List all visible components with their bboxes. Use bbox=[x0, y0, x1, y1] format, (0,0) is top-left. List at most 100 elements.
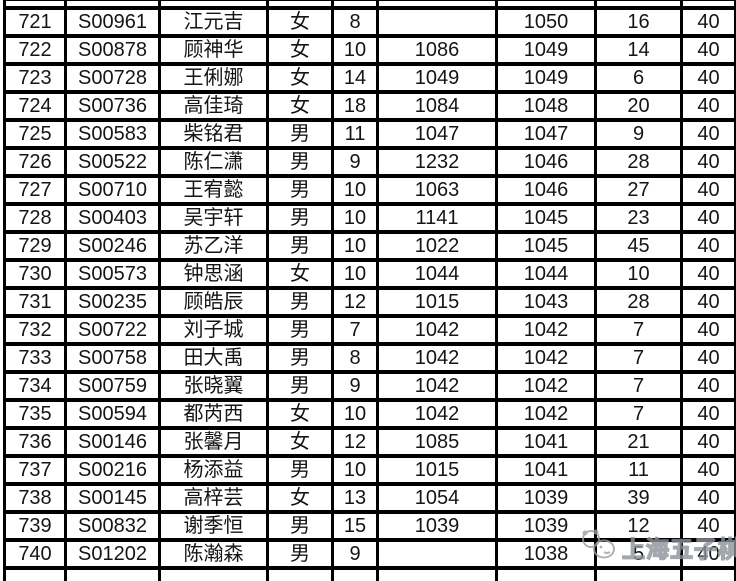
cell-gender: 男 bbox=[266, 174, 334, 206]
cell-rating-new: 1039 bbox=[495, 482, 597, 514]
table-row: 721 S00961 江元吉 女 8 1050 16 40 bbox=[3, 6, 736, 38]
cell-rating-new: 1049 bbox=[495, 34, 597, 66]
cell-rating-new: 1047 bbox=[495, 118, 597, 150]
cell-rank: 739 bbox=[3, 510, 67, 542]
cell-games-count: 9 bbox=[331, 538, 379, 570]
cell-rating-change: 23 bbox=[594, 202, 683, 234]
cell-games-count: 15 bbox=[331, 510, 379, 542]
cell-player-name: 田大禹 bbox=[158, 342, 269, 374]
cell-games-count: 10 bbox=[331, 258, 379, 290]
cell-player-id: S00246 bbox=[64, 230, 161, 262]
cell-rank: 740 bbox=[3, 538, 67, 570]
cell-k-value: 40 bbox=[680, 6, 736, 38]
cell-rating-new: 1046 bbox=[495, 174, 597, 206]
cell-player-id: S01202 bbox=[64, 538, 161, 570]
table-row: 739 S00832 谢季恒 男 15 1039 1039 12 40 bbox=[3, 510, 736, 542]
cell-k-value: 40 bbox=[680, 174, 736, 206]
cell-gender: 男 bbox=[266, 538, 334, 570]
cell-rating-old: 1042 bbox=[376, 370, 498, 402]
cell-rating-change: 7 bbox=[594, 314, 683, 346]
cell-rating-old: 1039 bbox=[376, 510, 498, 542]
cell-rating-change: 21 bbox=[594, 426, 683, 458]
cell-rating-old: 1015 bbox=[376, 454, 498, 486]
cell-games-count: 10 bbox=[331, 230, 379, 262]
cell-k-value: 40 bbox=[680, 202, 736, 234]
cell-rank: 731 bbox=[3, 286, 67, 318]
cell-player-name: 张晓翼 bbox=[158, 370, 269, 402]
cell-rating-old: 1015 bbox=[376, 286, 498, 318]
cell-rating-old: 1044 bbox=[376, 258, 498, 290]
cell-rank: 737 bbox=[3, 454, 67, 486]
cell-gender: 男 bbox=[266, 202, 334, 234]
cell-rating-new: 1050 bbox=[495, 6, 597, 38]
cell-rating-old: 1042 bbox=[376, 314, 498, 346]
cell-k-value: 40 bbox=[680, 426, 736, 458]
cell-rating-new: 1039 bbox=[495, 510, 597, 542]
cell-gender: 女 bbox=[266, 34, 334, 66]
table-row: 733 S00758 田大禹 男 8 1042 1042 7 40 bbox=[3, 342, 736, 374]
cell-player-name: 顾神华 bbox=[158, 34, 269, 66]
cell-player-id: S00722 bbox=[64, 314, 161, 346]
cell-player-name: 刘子城 bbox=[158, 314, 269, 346]
cell-games-count: 10 bbox=[331, 34, 379, 66]
table-row: 740 S01202 陈瀚森 男 9 1038 5 40 bbox=[3, 538, 736, 570]
cell-player-name: 张馨月 bbox=[158, 426, 269, 458]
cell-k-value: 40 bbox=[680, 146, 736, 178]
cell-rating-change: 16 bbox=[594, 6, 683, 38]
cell-rank: 730 bbox=[3, 258, 67, 290]
cell-gender: 男 bbox=[266, 370, 334, 402]
cell-rating-new: 1042 bbox=[495, 342, 597, 374]
cell-k-value: 40 bbox=[680, 118, 736, 150]
cell-gender: 女 bbox=[266, 6, 334, 38]
cell-rank: 735 bbox=[3, 398, 67, 430]
table-row: 736 S00146 张馨月 女 12 1085 1041 21 40 bbox=[3, 426, 736, 458]
cell-k-value: 40 bbox=[680, 370, 736, 402]
cell-player-id: S00594 bbox=[64, 398, 161, 430]
cell-player-id: S00573 bbox=[64, 258, 161, 290]
cell-gender: 男 bbox=[266, 146, 334, 178]
cell-k-value: 40 bbox=[680, 454, 736, 486]
cell-player-id: S00758 bbox=[64, 342, 161, 374]
cell-k-value: 40 bbox=[680, 258, 736, 290]
cell-player-name: 钟思涵 bbox=[158, 258, 269, 290]
cell-gender: 男 bbox=[266, 454, 334, 486]
cell-player-name: 高佳琦 bbox=[158, 90, 269, 122]
cell-player-name: 柴铭君 bbox=[158, 118, 269, 150]
table-row: 735 S00594 都芮西 女 10 1042 1042 7 40 bbox=[3, 398, 736, 430]
table-row: 722 S00878 顾神华 女 10 1086 1049 14 40 bbox=[3, 34, 736, 66]
cell-rating-change: 28 bbox=[594, 146, 683, 178]
cell-player-id: S00583 bbox=[64, 118, 161, 150]
cell-rank: 727 bbox=[3, 174, 67, 206]
cell-rating-old: 1084 bbox=[376, 90, 498, 122]
cell-rating-new: 1042 bbox=[495, 398, 597, 430]
cell-rating-new: 1041 bbox=[495, 454, 597, 486]
cell-rating-old: 1232 bbox=[376, 146, 498, 178]
cell-player-name: 苏乙洋 bbox=[158, 230, 269, 262]
table-row: 734 S00759 张晓翼 男 9 1042 1042 7 40 bbox=[3, 370, 736, 402]
cell-gender: 女 bbox=[266, 426, 334, 458]
cell-rank: 732 bbox=[3, 314, 67, 346]
cell-player-name: 吴宇轩 bbox=[158, 202, 269, 234]
cell-player-id: S00728 bbox=[64, 62, 161, 94]
cell-rating-change: 39 bbox=[594, 482, 683, 514]
cell-rating-old: 1054 bbox=[376, 482, 498, 514]
cell-rating-old: 1022 bbox=[376, 230, 498, 262]
cell-rank: 736 bbox=[3, 426, 67, 458]
cell-rating-change: 45 bbox=[594, 230, 683, 262]
cell-games-count: 13 bbox=[331, 482, 379, 514]
cell-k-value: 40 bbox=[680, 62, 736, 94]
cell-rank: 728 bbox=[3, 202, 67, 234]
cell-rating-change: 7 bbox=[594, 370, 683, 402]
cell-games-count: 8 bbox=[331, 6, 379, 38]
cell-rating-old: 1042 bbox=[376, 342, 498, 374]
cell-player-name: 王俐娜 bbox=[158, 62, 269, 94]
cell-rating-new: 1049 bbox=[495, 62, 597, 94]
cell-games-count: 11 bbox=[331, 118, 379, 150]
cell-k-value: 40 bbox=[680, 286, 736, 318]
cell-games-count: 12 bbox=[331, 426, 379, 458]
cell-rating-old: 1141 bbox=[376, 202, 498, 234]
cell-rating-change: 27 bbox=[594, 174, 683, 206]
cell-k-value: 40 bbox=[680, 342, 736, 374]
cell-player-id: S00961 bbox=[64, 6, 161, 38]
